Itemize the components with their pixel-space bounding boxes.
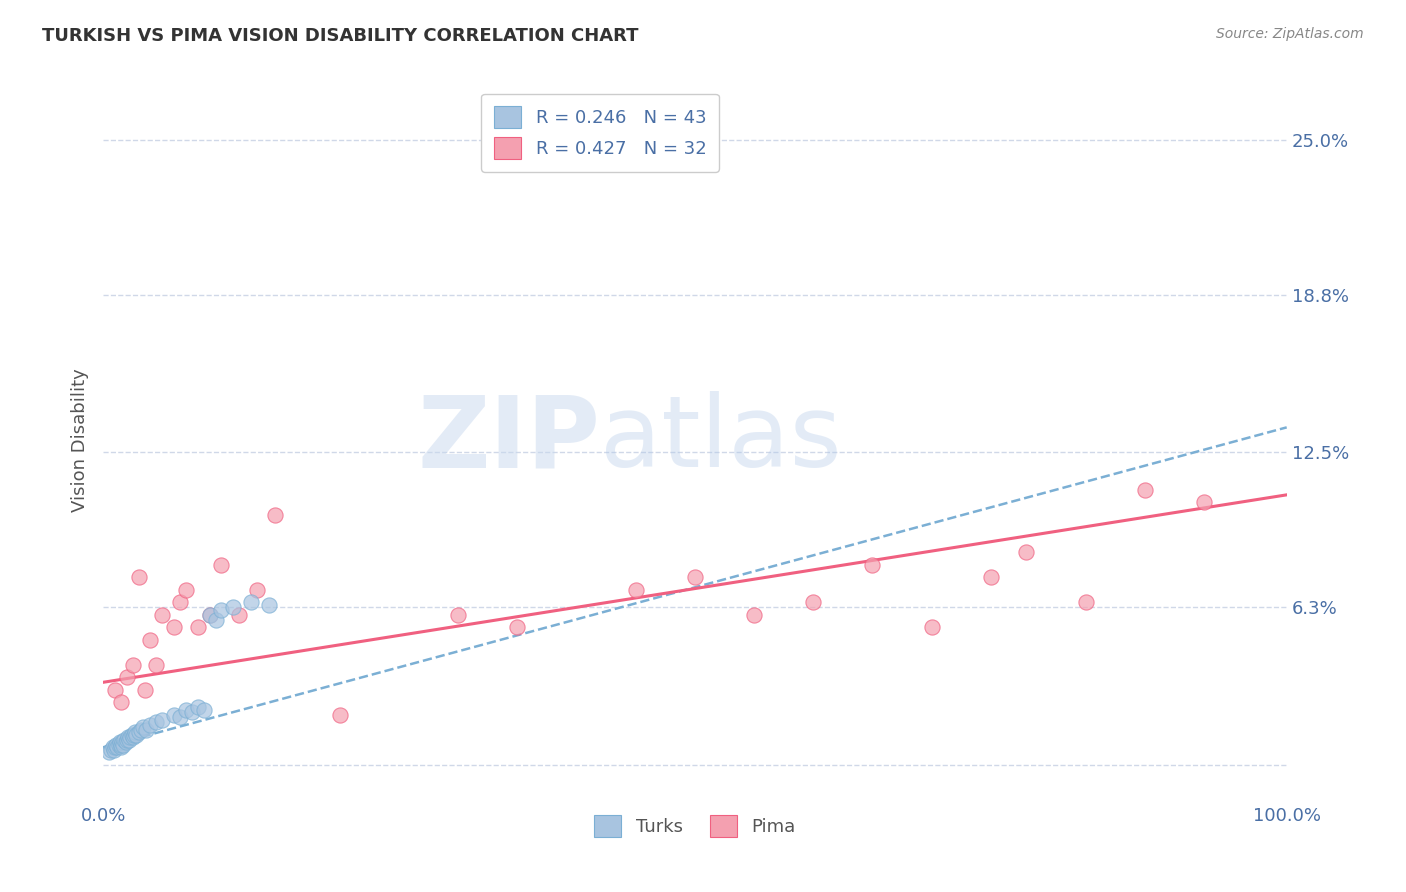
Point [980, 570, 1002, 584]
Point [263, 508, 285, 522]
Point [180, 706, 202, 720]
Point [211, 603, 233, 617]
Point [120, 731, 142, 745]
Point [124, 725, 146, 739]
Point [193, 703, 215, 717]
Point [115, 670, 138, 684]
Point [198, 607, 221, 622]
Point [187, 700, 209, 714]
Text: Source: ZipAtlas.com: Source: ZipAtlas.com [1216, 27, 1364, 41]
Point [103, 743, 125, 757]
Point [112, 738, 135, 752]
Point [118, 732, 141, 747]
Point [198, 607, 221, 622]
Point [98, 745, 121, 759]
Point [862, 558, 884, 572]
Point [1074, 595, 1097, 609]
Point [134, 682, 156, 697]
Point [163, 707, 186, 722]
Point [163, 620, 186, 634]
Point [114, 732, 136, 747]
Point [742, 607, 765, 622]
Point [1192, 495, 1215, 509]
Point [121, 657, 143, 672]
Point [107, 738, 129, 752]
Point [150, 607, 173, 622]
Point [174, 582, 197, 597]
Point [128, 725, 150, 739]
Point [222, 600, 245, 615]
Point [246, 582, 269, 597]
Point [1133, 483, 1156, 497]
Point [114, 735, 136, 749]
Point [139, 718, 162, 732]
Point [111, 735, 134, 749]
Point [104, 682, 127, 697]
Point [105, 738, 128, 752]
Point [169, 595, 191, 609]
Point [115, 732, 138, 747]
Point [506, 620, 529, 634]
Point [129, 723, 152, 737]
Point [132, 720, 155, 734]
Point [121, 731, 143, 745]
Point [128, 570, 150, 584]
Point [228, 607, 250, 622]
Legend: Turks, Pima: Turks, Pima [586, 807, 803, 844]
Text: TURKISH VS PIMA VISION DISABILITY CORRELATION CHART: TURKISH VS PIMA VISION DISABILITY CORREL… [42, 27, 638, 45]
Point [257, 598, 280, 612]
Point [174, 703, 197, 717]
Point [110, 695, 132, 709]
Point [801, 595, 824, 609]
Point [135, 723, 157, 737]
Point [204, 613, 226, 627]
Point [921, 620, 943, 634]
Point [329, 707, 352, 722]
Text: ZIP: ZIP [418, 392, 600, 488]
Point [145, 657, 167, 672]
Point [100, 743, 122, 757]
Point [105, 740, 128, 755]
Point [121, 728, 143, 742]
Point [240, 595, 263, 609]
Point [1015, 545, 1038, 559]
Point [110, 738, 132, 752]
Point [139, 632, 162, 647]
Point [187, 620, 209, 634]
Y-axis label: Vision Disability: Vision Disability [72, 368, 89, 512]
Text: atlas: atlas [600, 392, 842, 488]
Point [169, 710, 191, 724]
Point [447, 607, 470, 622]
Point [117, 731, 139, 745]
Point [624, 582, 647, 597]
Point [122, 728, 145, 742]
Point [110, 740, 132, 755]
Point [683, 570, 706, 584]
Point [125, 728, 148, 742]
Point [211, 558, 233, 572]
Point [150, 713, 173, 727]
Point [108, 735, 131, 749]
Point [104, 740, 127, 755]
Point [145, 715, 167, 730]
Point [101, 740, 124, 755]
